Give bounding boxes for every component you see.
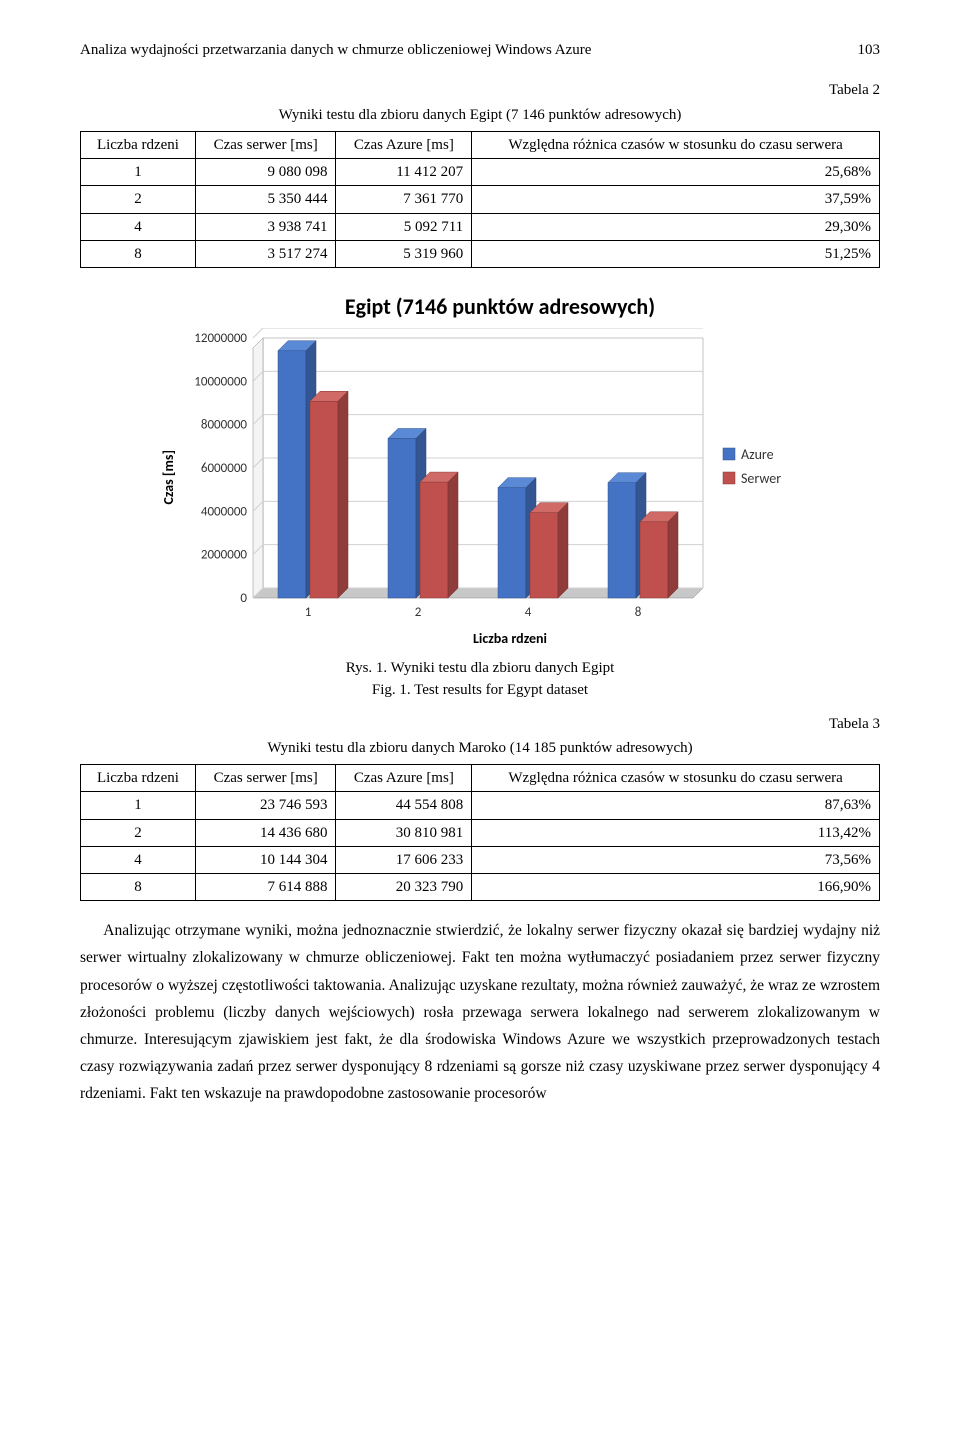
table-cell: 10 144 304 bbox=[195, 846, 336, 873]
y-axis-label: Czas [ms] bbox=[160, 450, 179, 505]
table-cell: 3 938 741 bbox=[195, 213, 336, 240]
table2-caption: Wyniki testu dla zbioru danych Egipt (7 … bbox=[80, 105, 880, 125]
col-header: Czas serwer [ms] bbox=[195, 131, 336, 158]
table-cell: 5 092 711 bbox=[336, 213, 472, 240]
table-cell: 51,25% bbox=[472, 240, 880, 267]
svg-text:2: 2 bbox=[415, 605, 422, 620]
table-cell: 11 412 207 bbox=[336, 159, 472, 186]
svg-text:10000000: 10000000 bbox=[194, 374, 247, 389]
x-axis-label: Liczba rdzeni bbox=[220, 630, 800, 649]
table-cell: 113,42% bbox=[472, 819, 880, 846]
table-row: 25 350 4447 361 77037,59% bbox=[81, 186, 880, 213]
table-row: 19 080 09811 412 20725,68% bbox=[81, 159, 880, 186]
col-header: Liczba rdzeni bbox=[81, 765, 196, 792]
svg-text:Azure: Azure bbox=[741, 446, 774, 463]
table-cell: 8 bbox=[81, 874, 196, 901]
table-cell: 1 bbox=[81, 792, 196, 819]
chart-container: Egipt (7146 punktów adresowych) Czas [ms… bbox=[160, 292, 800, 649]
table-cell: 30 810 981 bbox=[336, 819, 472, 846]
table-row: 410 144 30417 606 23373,56% bbox=[81, 846, 880, 873]
table-cell: 7 614 888 bbox=[195, 874, 336, 901]
figure-caption: Rys. 1. Wyniki testu dla zbioru danych E… bbox=[270, 657, 690, 702]
table-header-row: Liczba rdzeni Czas serwer [ms] Czas Azur… bbox=[81, 131, 880, 158]
table-cell: 87,63% bbox=[472, 792, 880, 819]
col-header: Liczba rdzeni bbox=[81, 131, 196, 158]
table-cell: 29,30% bbox=[472, 213, 880, 240]
table-cell: 7 361 770 bbox=[336, 186, 472, 213]
col-header: Czas serwer [ms] bbox=[195, 765, 336, 792]
table-cell: 44 554 808 bbox=[336, 792, 472, 819]
table-cell: 166,90% bbox=[472, 874, 880, 901]
bar-chart: 0 2000000 4000000 6000000 8000000 10000000 120… bbox=[183, 328, 793, 628]
table-cell: 9 080 098 bbox=[195, 159, 336, 186]
chart-title: Egipt (7146 punktów adresowych) bbox=[200, 292, 800, 322]
col-header: Względna różnica czasów w stosunku do cz… bbox=[472, 765, 880, 792]
table-row: 123 746 59344 554 80887,63% bbox=[81, 792, 880, 819]
table-cell: 4 bbox=[81, 213, 196, 240]
table-row: 87 614 88820 323 790166,90% bbox=[81, 874, 880, 901]
table-cell: 37,59% bbox=[472, 186, 880, 213]
table-cell: 20 323 790 bbox=[336, 874, 472, 901]
fig-caption-line2: Fig. 1. Test results for Egypt dataset bbox=[372, 682, 588, 698]
fig-caption-line1: Rys. 1. Wyniki testu dla zbioru danych E… bbox=[346, 660, 615, 676]
svg-text:2000000: 2000000 bbox=[201, 547, 248, 562]
table-row: 214 436 68030 810 981113,42% bbox=[81, 819, 880, 846]
table-cell: 25,68% bbox=[472, 159, 880, 186]
table-cell: 2 bbox=[81, 819, 196, 846]
table-row: 43 938 7415 092 71129,30% bbox=[81, 213, 880, 240]
table-cell: 2 bbox=[81, 186, 196, 213]
running-header: Analiza wydajności przetwarzania danych … bbox=[80, 40, 880, 60]
table2-label: Tabela 2 bbox=[80, 80, 880, 100]
table-cell: 8 bbox=[81, 240, 196, 267]
table-cell: 23 746 593 bbox=[195, 792, 336, 819]
table-cell: 1 bbox=[81, 159, 196, 186]
svg-text:12000000: 12000000 bbox=[194, 331, 247, 346]
table-cell: 5 319 960 bbox=[336, 240, 472, 267]
page-number: 103 bbox=[858, 40, 881, 60]
svg-text:4000000: 4000000 bbox=[201, 504, 248, 519]
table3: Liczba rdzeni Czas serwer [ms] Czas Azur… bbox=[80, 764, 880, 901]
header-title: Analiza wydajności przetwarzania danych … bbox=[80, 40, 591, 60]
col-header: Względna różnica czasów w stosunku do cz… bbox=[472, 131, 880, 158]
svg-text:8: 8 bbox=[635, 605, 642, 620]
table2: Liczba rdzeni Czas serwer [ms] Czas Azur… bbox=[80, 131, 880, 268]
svg-text:0: 0 bbox=[240, 591, 247, 606]
svg-text:8000000: 8000000 bbox=[201, 417, 248, 432]
svg-text:Serwer: Serwer bbox=[741, 470, 781, 487]
table-header-row: Liczba rdzeni Czas serwer [ms] Czas Azur… bbox=[81, 765, 880, 792]
table-row: 83 517 2745 319 96051,25% bbox=[81, 240, 880, 267]
svg-text:6000000: 6000000 bbox=[201, 461, 248, 476]
body-paragraph: Analizując otrzymane wyniki, można jedno… bbox=[80, 917, 880, 1107]
svg-text:4: 4 bbox=[525, 605, 532, 620]
table-cell: 4 bbox=[81, 846, 196, 873]
table-cell: 3 517 274 bbox=[195, 240, 336, 267]
table-cell: 17 606 233 bbox=[336, 846, 472, 873]
table-cell: 73,56% bbox=[472, 846, 880, 873]
table-cell: 14 436 680 bbox=[195, 819, 336, 846]
col-header: Czas Azure [ms] bbox=[336, 765, 472, 792]
table3-label: Tabela 3 bbox=[80, 714, 880, 734]
table-cell: 5 350 444 bbox=[195, 186, 336, 213]
svg-text:1: 1 bbox=[305, 605, 312, 620]
col-header: Czas Azure [ms] bbox=[336, 131, 472, 158]
table3-caption: Wyniki testu dla zbioru danych Maroko (1… bbox=[80, 738, 880, 758]
